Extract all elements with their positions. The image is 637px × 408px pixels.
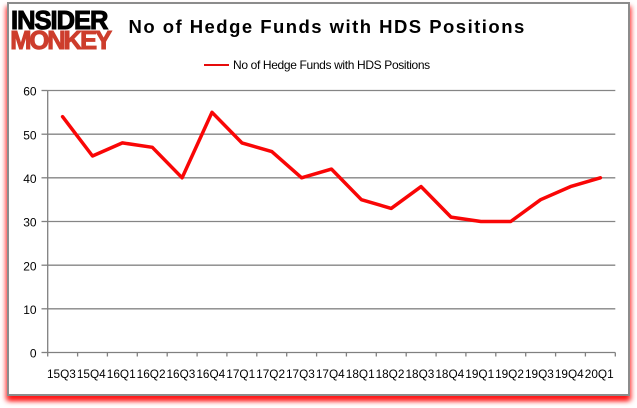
svg-text:18Q3: 18Q3 (405, 367, 434, 381)
svg-text:18Q4: 18Q4 (435, 367, 464, 381)
svg-text:18Q2: 18Q2 (376, 367, 405, 381)
svg-text:18Q1: 18Q1 (346, 367, 375, 381)
svg-text:50: 50 (23, 128, 37, 142)
svg-text:16Q2: 16Q2 (137, 367, 166, 381)
svg-text:19Q2: 19Q2 (495, 367, 524, 381)
svg-text:30: 30 (23, 216, 37, 230)
svg-text:60: 60 (23, 85, 37, 99)
svg-text:19Q3: 19Q3 (525, 367, 554, 381)
svg-text:19Q4: 19Q4 (555, 367, 584, 381)
svg-text:10: 10 (23, 303, 37, 317)
svg-text:20Q1: 20Q1 (585, 367, 614, 381)
svg-text:16Q3: 16Q3 (166, 367, 195, 381)
svg-text:15Q3: 15Q3 (47, 367, 76, 381)
svg-text:17Q1: 17Q1 (226, 367, 255, 381)
svg-text:16Q4: 16Q4 (196, 367, 225, 381)
svg-text:17Q4: 17Q4 (316, 367, 345, 381)
svg-text:17Q2: 17Q2 (256, 367, 285, 381)
svg-text:0: 0 (30, 347, 37, 361)
svg-text:17Q3: 17Q3 (286, 367, 315, 381)
svg-text:16Q1: 16Q1 (107, 367, 136, 381)
svg-text:40: 40 (23, 172, 37, 186)
svg-text:19Q1: 19Q1 (465, 367, 494, 381)
svg-text:20: 20 (23, 259, 37, 273)
svg-text:15Q4: 15Q4 (77, 367, 106, 381)
